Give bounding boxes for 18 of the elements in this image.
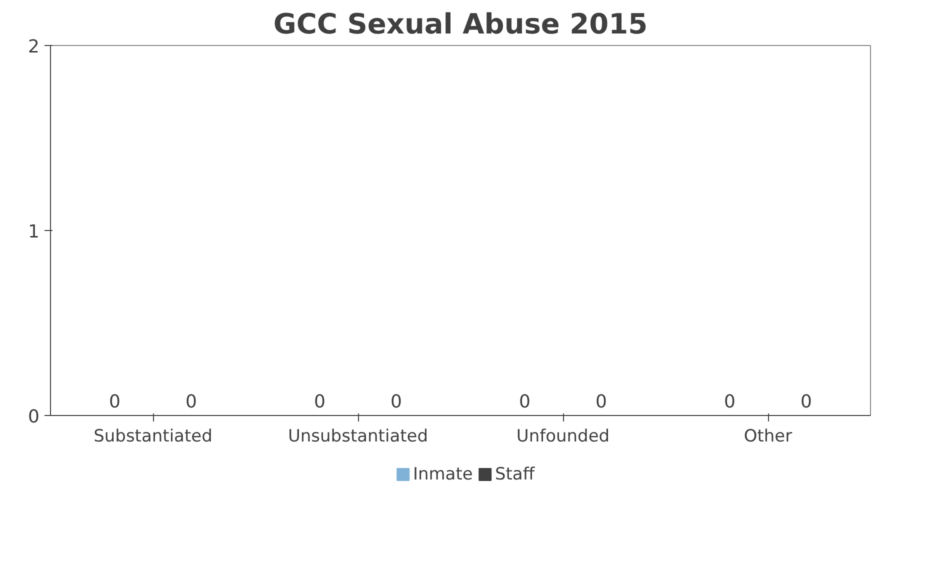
data-label: 0: [390, 392, 402, 412]
data-label: 0: [800, 392, 812, 412]
y-tick-label: 1: [28, 222, 40, 242]
data-label: 0: [109, 392, 120, 412]
data-label: 0: [314, 392, 326, 412]
x-tick-label: Unsubstantiated: [288, 426, 428, 446]
x-tick-label: Substantiated: [94, 426, 212, 446]
y-tick-label: 0: [28, 406, 40, 428]
legend-label: Inmate: [412, 464, 473, 484]
data-label: 0: [519, 392, 530, 412]
x-tick-label: Other: [744, 426, 792, 446]
data-label: 0: [596, 392, 607, 412]
chart-title: GCC Sexual Abuse 2015: [273, 8, 648, 40]
x-tick-label: Unfounded: [516, 426, 610, 446]
legend-label: Staff: [494, 464, 536, 484]
data-label: 0: [186, 392, 197, 412]
data-label: 0: [724, 392, 736, 412]
y-tick-label: 2: [28, 36, 40, 58]
